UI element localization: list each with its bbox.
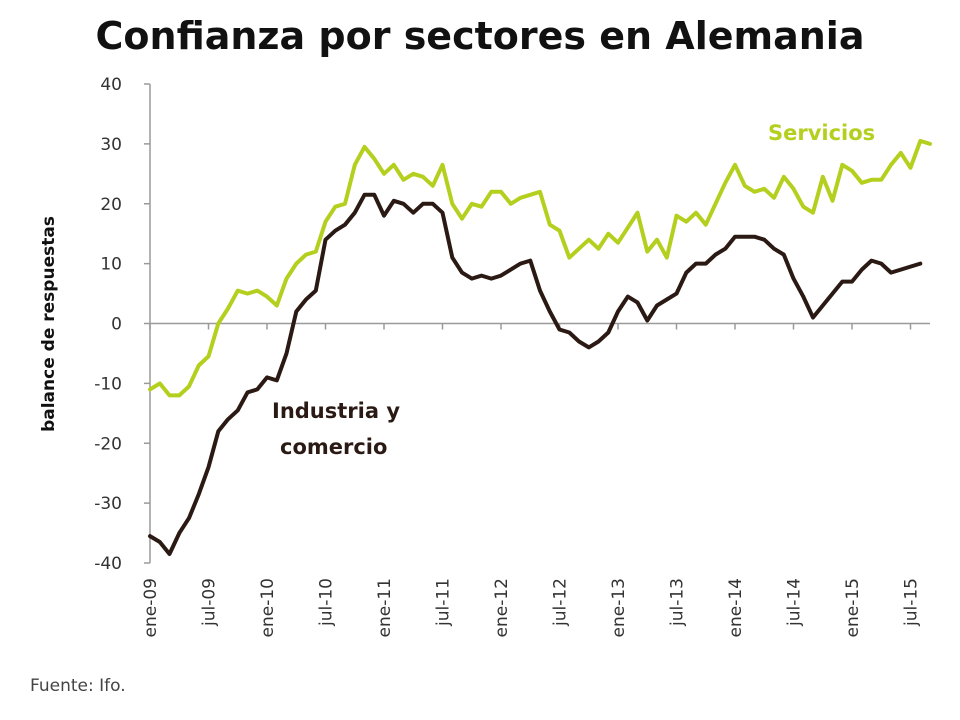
x-tick-label: jul-09 (200, 578, 220, 627)
y-tick-label: 20 (100, 195, 122, 215)
x-tick-label: jul-15 (902, 578, 922, 627)
x-tick-label: jul-11 (434, 578, 454, 627)
y-axis: 40 30 20 10 0 -10 -20 -30 -40 (94, 75, 151, 574)
x-tick-label: ene-14 (726, 578, 746, 637)
y-tick-label: 30 (100, 135, 122, 155)
x-tick-label: ene-09 (141, 578, 161, 637)
y-tick-label: -20 (94, 434, 122, 454)
series-line-servicios (148, 138, 932, 398)
y-tick-label: -40 (94, 554, 122, 574)
y-tick-label: -30 (94, 494, 122, 514)
series-layer (148, 138, 932, 556)
x-tick-label: ene-13 (609, 578, 629, 637)
series-line-industria-comercio (148, 192, 923, 556)
y-tick-label: 40 (100, 75, 122, 95)
x-tick-label: jul-13 (668, 578, 688, 627)
x-tick-label: jul-12 (551, 578, 571, 627)
x-tick-label: ene-11 (375, 578, 395, 637)
x-axis: ene-09 jul-09 ene-10 jul-10 ene-11 jul-11 ene-… (141, 322, 930, 637)
source-note: Fuente: Ifo. (30, 676, 126, 696)
x-tick-label: ene-15 (843, 578, 863, 637)
x-tick-label: ene-10 (258, 578, 278, 637)
x-tick-label: jul-10 (317, 578, 337, 627)
y-tick-label: -10 (94, 374, 122, 394)
chart-title: Confianza por sectores en Alemania (95, 14, 865, 58)
x-tick-label: jul-14 (785, 578, 805, 627)
series-label-industria-line1: Industria y (272, 399, 400, 423)
x-tick-label: ene-12 (492, 578, 512, 637)
series-label-industria-line2: comercio (280, 435, 387, 459)
y-tick-label: 0 (111, 315, 122, 335)
y-axis-title: balance de respuestas (39, 216, 59, 432)
series-label-servicios: Servicios (768, 121, 875, 145)
y-tick-label: 10 (100, 255, 122, 275)
